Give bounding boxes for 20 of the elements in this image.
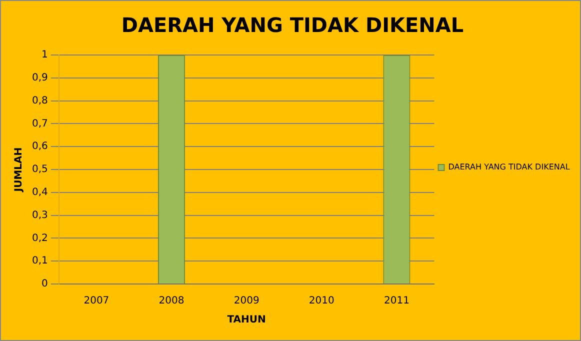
x-tick-label: 2010 bbox=[308, 296, 334, 307]
y-tick-label: 0,6 bbox=[32, 141, 48, 152]
x-tick-label: 2011 bbox=[384, 296, 410, 307]
y-tick-label: 1 bbox=[42, 50, 48, 61]
y-tick-label: 0,9 bbox=[32, 72, 48, 84]
y-tick-label: 0,5 bbox=[32, 164, 48, 176]
y-tick-label: 0,7 bbox=[32, 118, 48, 130]
x-tick-label: 2009 bbox=[234, 296, 260, 307]
y-tick-label: 0,8 bbox=[32, 95, 48, 106]
x-tick-label: 2007 bbox=[84, 296, 110, 307]
y-axis-title: JUMLAH bbox=[14, 147, 25, 193]
y-tick-label: 0,1 bbox=[32, 256, 48, 267]
x-tick-label: 2008 bbox=[158, 296, 184, 307]
chart-title: DAERAH YANG TIDAK DIKENAL bbox=[121, 13, 464, 38]
y-tick-label: 0,2 bbox=[32, 232, 48, 244]
y-tick-label: 0,3 bbox=[32, 210, 48, 221]
y-tick-label: 0 bbox=[42, 278, 48, 290]
y-tick-label: 0,4 bbox=[32, 186, 48, 198]
x-axis-title: TAHUN bbox=[227, 314, 266, 326]
legend-label: DAERAH YANG TIDAK DIKENAL bbox=[448, 162, 570, 172]
